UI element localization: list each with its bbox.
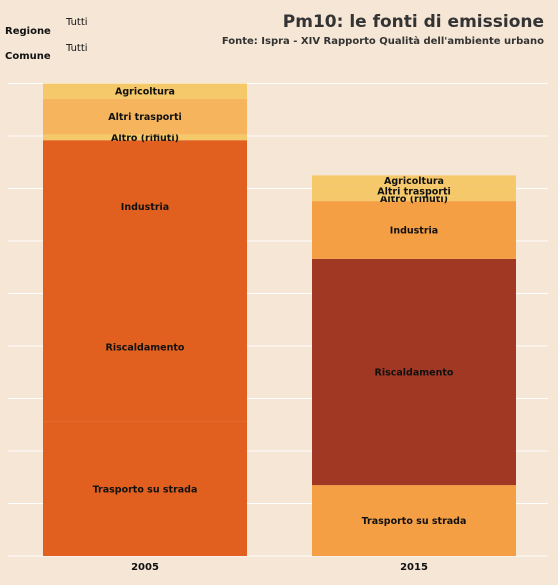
bar-segment[interactable] (312, 196, 516, 202)
bar-segment[interactable] (43, 83, 247, 99)
segment-label: Riscaldamento (375, 367, 454, 378)
bar-segment[interactable] (312, 175, 516, 186)
segment-label: Agricoltura (115, 87, 175, 98)
bar-segment[interactable] (43, 134, 247, 141)
chart-subtitle: Fonte: Ispra - XIV Rapporto Qualità dell… (221, 36, 544, 47)
filter-comune-value[interactable]: Tutti (66, 43, 88, 54)
filter-regione-label: Regione (5, 26, 51, 37)
segment-label: Altri trasporti (377, 187, 451, 198)
segment-label: Riscaldamento (106, 343, 185, 354)
bar-segment[interactable] (312, 258, 516, 486)
bar-segment[interactable] (43, 140, 247, 273)
segment-label: Altro (rifiuti) (380, 194, 448, 205)
segment-label: Industria (121, 202, 169, 213)
bar-segment[interactable] (312, 201, 516, 259)
segment-label: Trasporto su strada (93, 484, 198, 495)
bar-segment[interactable] (43, 272, 247, 422)
bar-segment[interactable] (43, 98, 247, 135)
segment-label: Industria (390, 225, 438, 236)
segment-label: Altro (rifiuti) (111, 133, 179, 144)
filter-comune-label: Comune (5, 51, 51, 62)
bar-segment[interactable] (312, 185, 516, 197)
bar-segment[interactable] (43, 421, 247, 556)
x-tick-label: 2005 (131, 562, 159, 573)
segment-label: Agricoltura (384, 176, 444, 187)
segment-label: Altri trasporti (108, 112, 182, 123)
segment-label: Trasporto su strada (362, 516, 467, 527)
filter-regione-value[interactable]: Tutti (66, 17, 88, 28)
chart-title: Pm10: le fonti di emissione (282, 12, 544, 32)
bar-segment[interactable] (312, 485, 516, 556)
x-tick-label: 2015 (400, 562, 428, 573)
